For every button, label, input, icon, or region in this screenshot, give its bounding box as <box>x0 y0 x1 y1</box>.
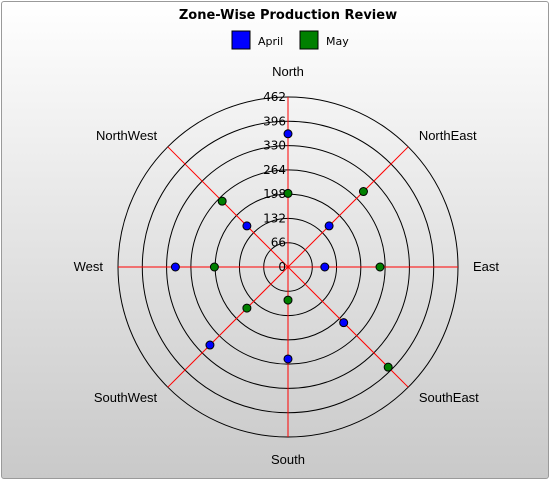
data-point <box>205 340 215 350</box>
axis-label: East <box>473 259 499 274</box>
radial-tick-label: 330 <box>263 139 286 153</box>
grid-spoke <box>167 266 289 388</box>
axis-label: SouthEast <box>419 390 479 405</box>
axis-label: NorthWest <box>96 128 158 143</box>
data-point <box>283 354 293 364</box>
data-point <box>283 295 293 305</box>
data-point <box>320 262 330 272</box>
axis-label: NorthEast <box>419 128 477 143</box>
data-point <box>217 196 227 206</box>
data-point <box>383 362 393 372</box>
radial-tick-label: 198 <box>263 187 286 201</box>
radial-tick-label: 462 <box>263 90 286 104</box>
radial-tick-label: 0 <box>278 260 286 274</box>
data-point <box>283 129 293 139</box>
axis-label: North <box>272 64 304 79</box>
radial-tick-label: 132 <box>263 211 286 225</box>
legend: April May <box>231 30 349 50</box>
legend-swatch <box>231 30 251 50</box>
radial-tick-label: 66 <box>271 236 286 250</box>
grid-spoke <box>167 146 289 268</box>
data-point <box>358 187 368 197</box>
axis-label: SouthWest <box>94 390 158 405</box>
legend-label: April <box>258 35 283 48</box>
data-point <box>242 303 252 313</box>
data-point <box>283 188 293 198</box>
data-point <box>170 262 180 272</box>
data-point <box>339 318 349 328</box>
axis-label: South <box>271 452 305 467</box>
radial-tick-label: 264 <box>263 163 286 177</box>
data-marks <box>170 129 393 372</box>
grid-spoke <box>287 146 409 268</box>
chart-title: Zone-Wise Production Review <box>179 8 397 23</box>
data-point <box>324 221 334 231</box>
data-point <box>242 221 252 231</box>
axis-label: West <box>74 259 104 274</box>
data-point <box>209 262 219 272</box>
data-point <box>375 262 385 272</box>
radial-tick-label: 396 <box>263 114 286 128</box>
legend-swatch <box>299 30 319 50</box>
legend-label: May <box>326 35 349 48</box>
polar-grid: 0 66 132 198 264 330 396 462 North NorthWest West S… <box>74 64 500 467</box>
